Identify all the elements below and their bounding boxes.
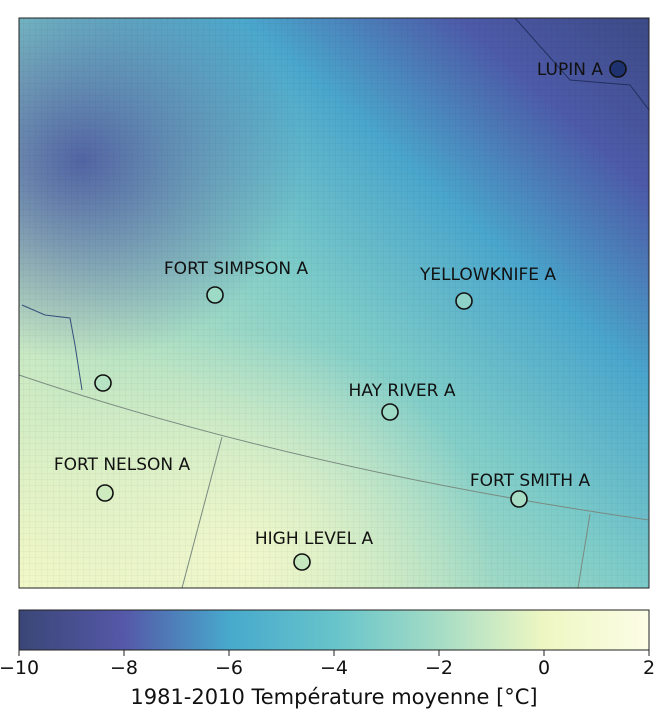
station-label: HIGH LEVEL A — [255, 529, 374, 549]
station-label: HAY RIVER A — [349, 381, 456, 401]
provincial-border-60n — [19, 374, 649, 521]
colorbar-tick-label: −8 — [110, 657, 138, 679]
station-fort-nelson-a: FORT NELSON A — [54, 455, 191, 502]
station-high-level-a: HIGH LEVEL A — [255, 529, 374, 571]
station-label: YELLOWKNIFE A — [419, 265, 556, 285]
station-unnamed — [94, 374, 112, 392]
station-label: FORT SIMPSON A — [164, 259, 309, 279]
colorbar-tick-label: −4 — [320, 657, 348, 679]
map-panel — [19, 18, 649, 588]
station-marker — [206, 286, 224, 304]
colorbar-tick-label: −10 — [0, 657, 39, 679]
station-hay-river-a: HAY RIVER A — [349, 381, 456, 421]
station-yellowknife-a: YELLOWKNIFE A — [419, 265, 556, 310]
stations-layer: LUPIN A FORT SIMPSON A YELLOWKNIFE A HAY RI… — [54, 60, 627, 571]
station-marker — [609, 60, 627, 78]
station-marker — [381, 403, 399, 421]
colorbar: −10 −8 −6 −4 −2 0 2 1981-2010 Température moye… — [0, 609, 655, 709]
station-marker — [293, 553, 311, 571]
station-lupin-a: LUPIN A — [537, 60, 627, 80]
colorbar-tick-label: 0 — [538, 657, 550, 679]
alberta-sask-border — [577, 513, 591, 588]
grid-cells — [19, 18, 649, 588]
colorbar-title: 1981-2010 Température moyenne [°C] — [130, 685, 537, 709]
station-marker — [94, 374, 112, 392]
station-marker — [96, 484, 114, 502]
nunavut-border — [514, 18, 649, 111]
station-label: FORT NELSON A — [54, 455, 191, 475]
station-marker — [455, 292, 473, 310]
bc-alberta-border — [181, 436, 223, 588]
map-frame — [18, 17, 650, 589]
colorbar-gradient — [18, 609, 650, 651]
station-marker — [510, 490, 528, 508]
station-label: LUPIN A — [537, 60, 603, 80]
station-fort-simpson-a: FORT SIMPSON A — [164, 259, 309, 304]
station-fort-smith-a: FORT SMITH A — [470, 471, 591, 508]
colorbar-tick-label: −6 — [215, 657, 243, 679]
colorbar-tick-label: −2 — [425, 657, 453, 679]
colorbar-tick-label: 2 — [643, 657, 655, 679]
station-label: FORT SMITH A — [470, 471, 591, 491]
yukon-border — [21, 304, 83, 391]
